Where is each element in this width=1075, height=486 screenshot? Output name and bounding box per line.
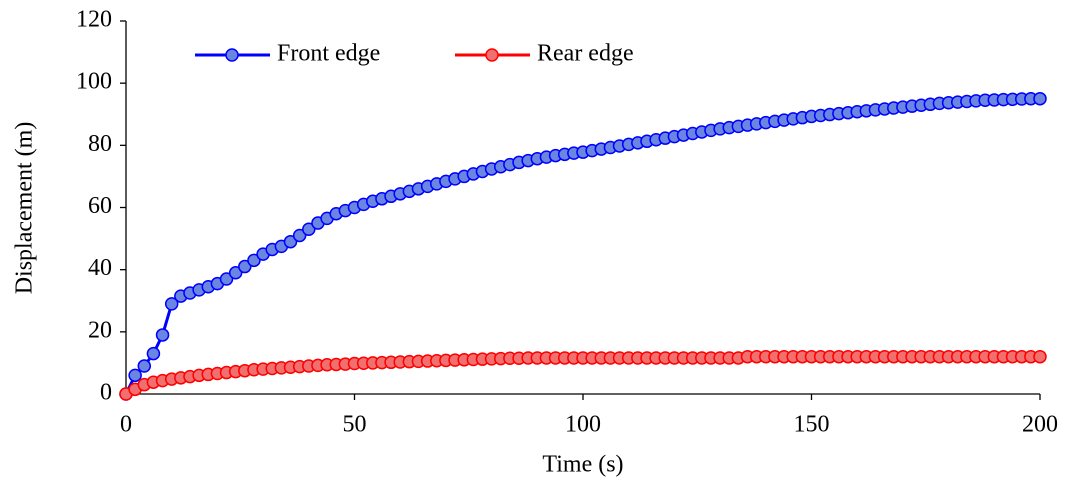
x-tick-label: 100 — [565, 412, 601, 438]
data-point — [137, 359, 152, 373]
legend-label: Rear edge — [537, 41, 634, 67]
data-point — [283, 234, 298, 249]
data-point — [247, 253, 261, 268]
data-point — [146, 346, 161, 361]
legend-marker — [225, 48, 239, 62]
data-point — [292, 228, 307, 243]
x-tick-label: 50 — [343, 412, 367, 438]
x-axis-title: Time (s) — [542, 452, 623, 478]
y-tick-label: 120 — [76, 7, 112, 33]
data-point — [219, 272, 234, 286]
legend-label: Front edge — [277, 41, 380, 67]
data-point — [1033, 349, 1047, 364]
y-tick-label: 100 — [76, 69, 112, 95]
data-point — [164, 297, 179, 311]
data-point — [155, 328, 170, 342]
y-tick-label: 0 — [100, 380, 112, 406]
legend-marker — [485, 48, 499, 62]
x-tick-label: 200 — [1022, 412, 1058, 438]
y-tick-label: 60 — [88, 193, 112, 219]
x-tick-label: 150 — [794, 412, 830, 438]
y-tick-label: 20 — [88, 317, 112, 343]
data-point — [128, 368, 142, 383]
y-axis-title: Displacement (m) — [12, 122, 38, 295]
x-tick-label: 0 — [120, 412, 132, 438]
series-line — [124, 97, 1040, 395]
data-point — [302, 222, 316, 237]
data-point — [1033, 91, 1047, 106]
y-tick-label: 80 — [88, 131, 112, 157]
y-tick-label: 40 — [88, 255, 112, 281]
data-point — [238, 259, 252, 274]
data-point — [228, 266, 243, 280]
